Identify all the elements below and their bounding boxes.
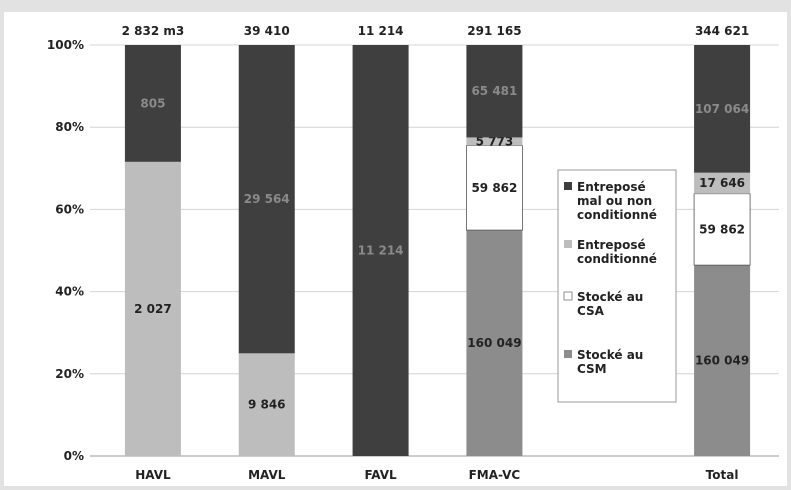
legend-swatch-entrepos-mal-ou-non-conditionn — [564, 182, 572, 190]
x-tick-label-mavl: MAVL — [248, 468, 286, 482]
bar-segment-total-entrepos-conditionn — [694, 172, 751, 194]
total-label-fma-vc: 291 165 — [467, 24, 521, 38]
total-label-total: 344 621 — [695, 24, 749, 38]
chart-frame: 0% 20% 40% 60% 80% 100% HAVL 2 832 m3 2 027 805 MA… — [4, 12, 787, 486]
data-label-total-entrepos-mal-ou-non-conditionn: 107 064 — [695, 102, 749, 116]
y-tick-label: 80% — [55, 120, 84, 134]
data-label-favl-entrepos-mal-ou-non-conditionn: 11 214 — [358, 244, 404, 258]
bar-segment-favl-entrepos-mal-ou-non-conditionn — [352, 45, 409, 456]
data-label-total-entrepos-conditionn: 17 646 — [699, 176, 745, 190]
bar-segment-total-stock-au-csa — [693, 193, 751, 266]
total-label-havl: 2 832 m3 — [122, 24, 185, 38]
data-label-fma-vc-entrepos-conditionn: 5 773 — [476, 135, 514, 149]
legend-label-entrepos-mal-ou-non-conditionn: conditionné — [577, 208, 657, 222]
stacked-bar-chart: 0% 20% 40% 60% 80% 100% HAVL 2 832 m3 2 027 805 MA… — [47, 24, 779, 482]
bar-segment-total-stock-au-csm — [694, 265, 751, 456]
legend-label-entrepos-conditionn: conditionné — [577, 252, 657, 266]
data-label-total-stock-au-csa: 59 862 — [699, 222, 745, 236]
bar-segment-fma-vc-stock-au-csa — [466, 145, 523, 231]
bar-segment-total-entrepos-mal-ou-non-conditionn — [694, 45, 751, 173]
legend-label-stock-au-csm: Stocké au — [577, 348, 643, 362]
legend-swatch-stock-au-csa — [563, 291, 573, 301]
data-label-fma-vc-entrepos-mal-ou-non-conditionn: 65 481 — [471, 84, 517, 98]
bar-segment-fma-vc-entrepos-conditionn — [466, 137, 523, 146]
bar-segment-fma-vc-stock-au-csm — [466, 230, 523, 456]
legend-box — [557, 169, 677, 403]
data-label-fma-vc-stock-au-csm: 160 049 — [467, 336, 521, 350]
x-tick-label-total: Total — [706, 468, 739, 482]
bar-segment-havl-entrepos-mal-ou-non-conditionn — [124, 45, 181, 162]
data-label-havl-entrepos-mal-ou-non-conditionn: 805 — [140, 96, 165, 110]
bar-segment-havl-entrepos-conditionn — [124, 161, 181, 456]
total-label-mavl: 39 410 — [244, 24, 290, 38]
legend-swatch-entrepos-conditionn — [564, 240, 572, 248]
x-tick-label-favl: FAVL — [364, 468, 397, 482]
data-label-total-stock-au-csm: 160 049 — [695, 354, 749, 368]
x-tick-label-havl: HAVL — [135, 468, 171, 482]
bar-segment-mavl-entrepos-conditionn — [238, 353, 295, 456]
x-tick-label-fma-vc: FMA-VC — [469, 468, 521, 482]
data-label-havl-entrepos-conditionn: 2 027 — [134, 302, 172, 316]
y-tick-label: 60% — [55, 202, 84, 216]
legend-swatch-stock-au-csm — [564, 350, 572, 358]
legend-label-entrepos-mal-ou-non-conditionn: mal ou non — [577, 194, 652, 208]
y-tick-label: 0% — [64, 449, 84, 463]
legend-label-stock-au-csm: CSM — [577, 362, 607, 376]
data-label-fma-vc-stock-au-csa: 59 862 — [471, 181, 517, 195]
data-label-mavl-entrepos-mal-ou-non-conditionn: 29 564 — [244, 192, 290, 206]
bar-segment-fma-vc-entrepos-mal-ou-non-conditionn — [466, 45, 523, 138]
y-tick-label: 20% — [55, 367, 84, 381]
data-label-mavl-entrepos-conditionn: 9 846 — [248, 398, 286, 412]
total-label-favl: 11 214 — [358, 24, 404, 38]
bar-segment-mavl-entrepos-mal-ou-non-conditionn — [238, 45, 295, 354]
y-tick-label: 100% — [47, 38, 84, 52]
legend-label-stock-au-csa: Stocké au — [577, 290, 643, 304]
y-tick-label: 40% — [55, 285, 84, 299]
legend-label-stock-au-csa: CSA — [577, 304, 605, 318]
legend-label-entrepos-conditionn: Entreposé — [577, 238, 646, 252]
legend-label-entrepos-mal-ou-non-conditionn: Entreposé — [577, 180, 646, 194]
